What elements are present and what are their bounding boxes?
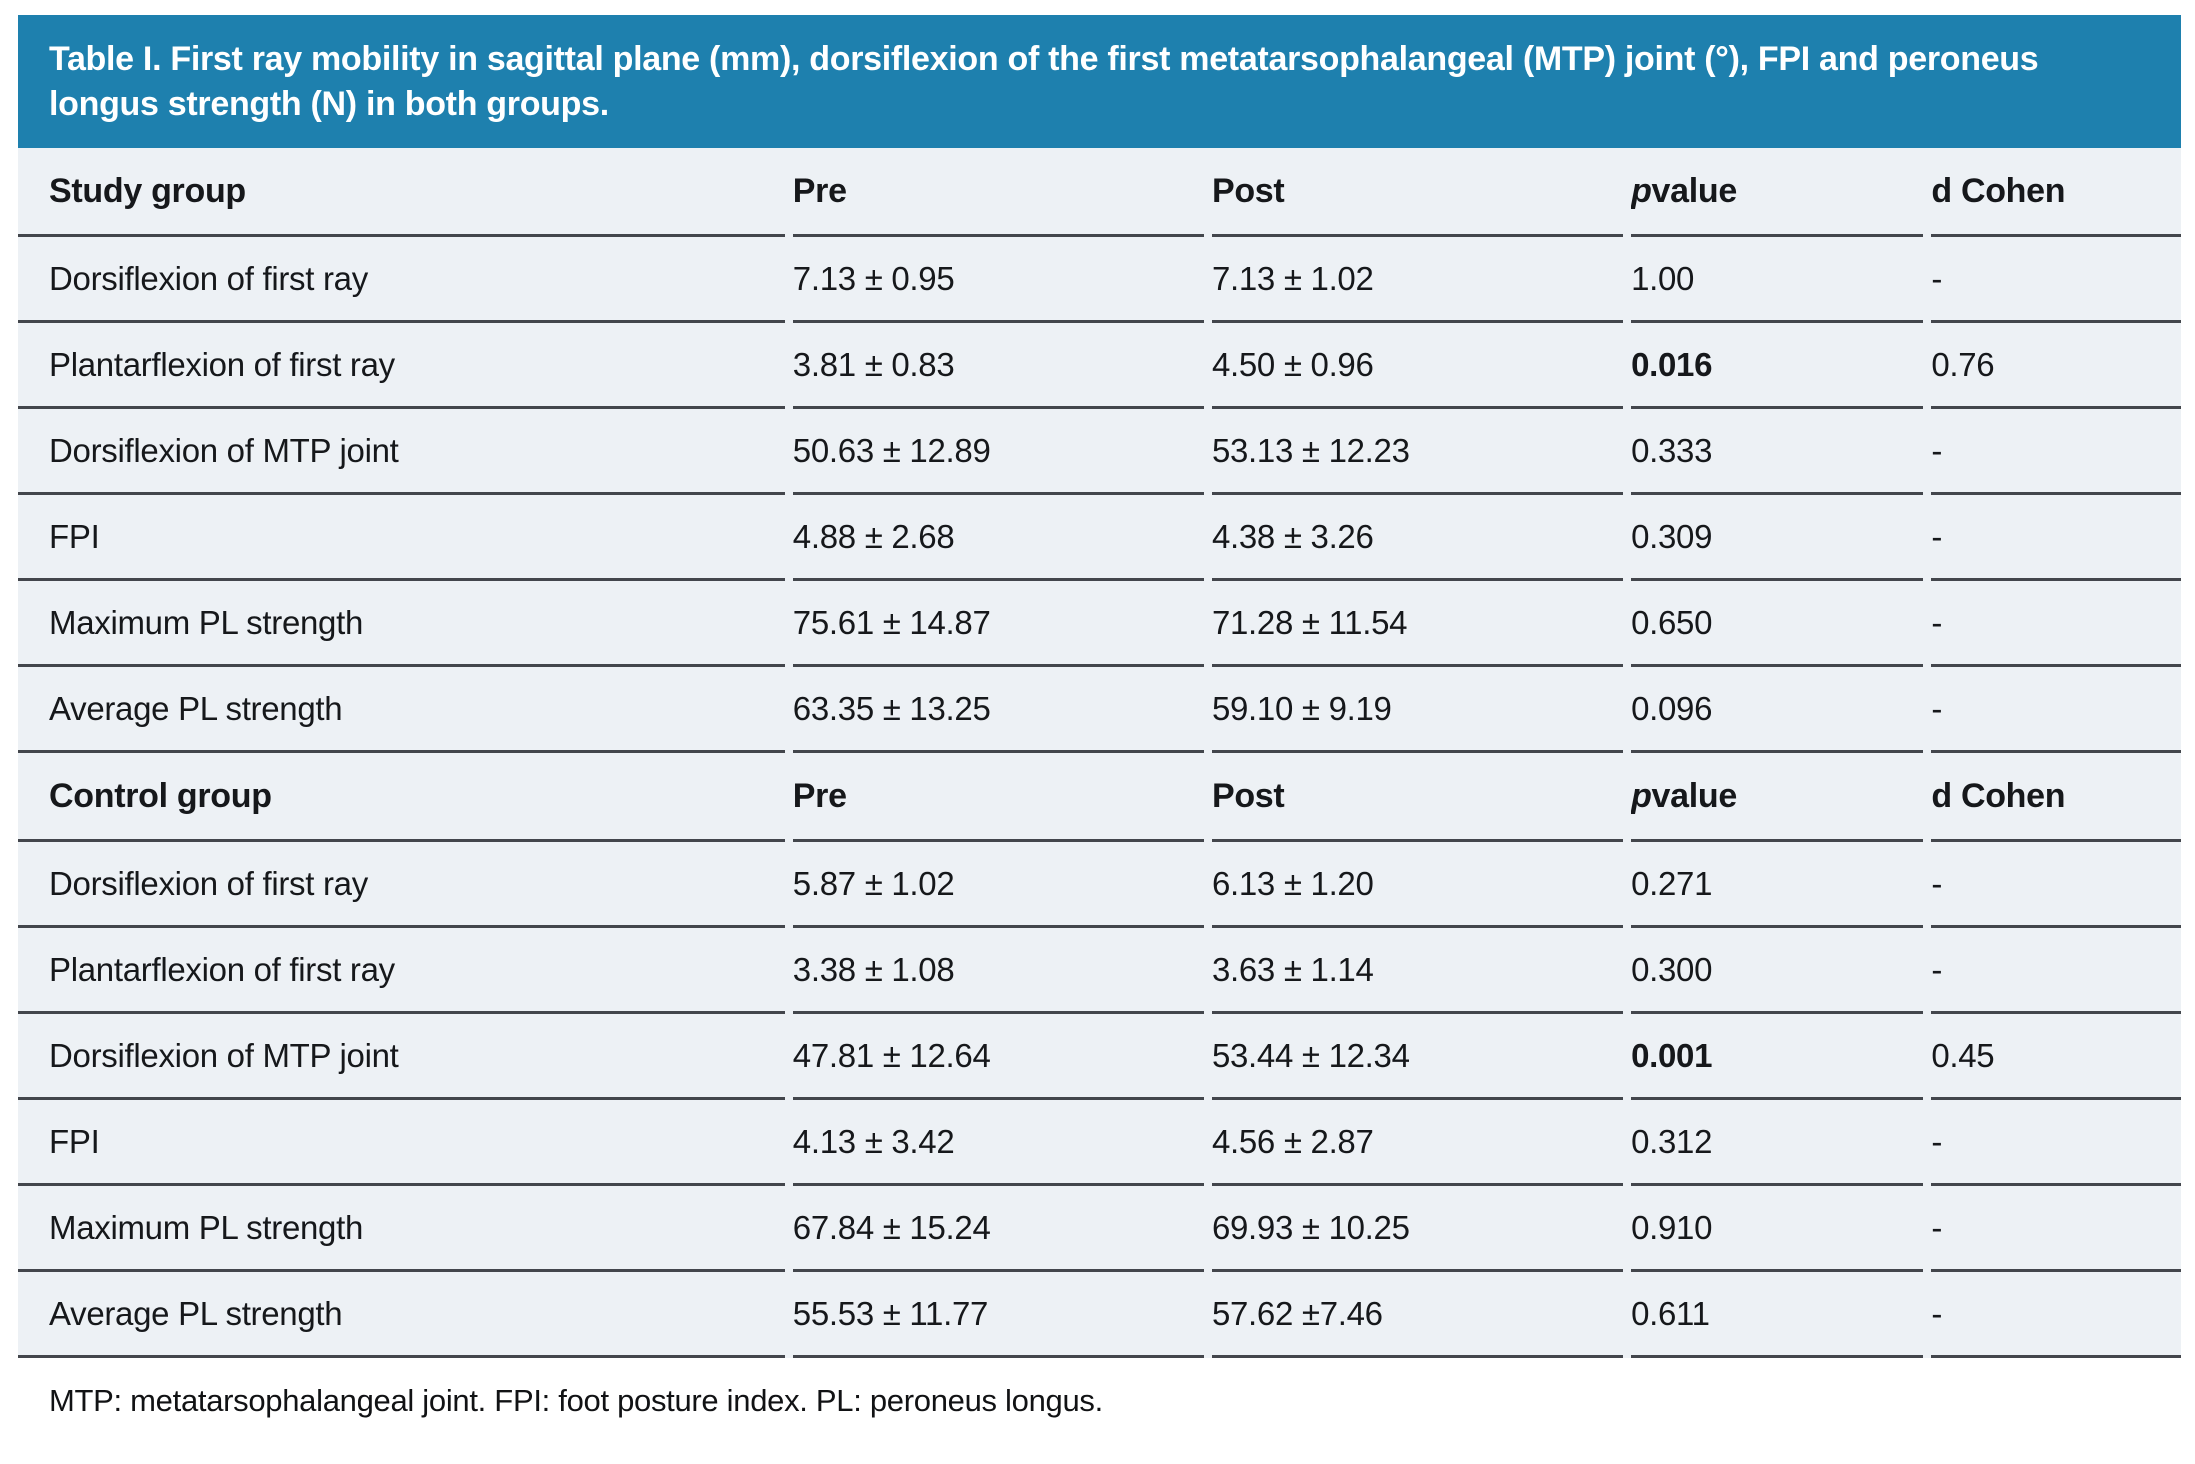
pre-value: 75.61 ± 14.87 [792, 581, 1204, 667]
pre-value: 4.13 ± 3.42 [792, 1100, 1204, 1186]
p-value: 0.611 [1631, 1272, 1924, 1358]
pre-value: 67.84 ± 15.24 [792, 1186, 1204, 1272]
post-value: 4.38 ± 3.26 [1211, 495, 1624, 581]
p-value: 0.016 [1631, 323, 1924, 409]
p-symbol: p [1631, 171, 1652, 210]
table-figure: Table I. First ray mobility in sagittal … [18, 15, 2181, 1419]
pre-value: 4.88 ± 2.68 [792, 495, 1204, 581]
p-value: 0.309 [1631, 495, 1924, 581]
row-label: Plantarflexion of first ray [18, 323, 785, 409]
d-cohen-value: - [1931, 495, 2181, 581]
table-row: Dorsiflexion of first ray 7.13 ± 0.95 7.13… [18, 237, 2181, 323]
pre-value: 55.53 ± 11.77 [792, 1272, 1204, 1358]
table-row: Average PL strength 55.53 ± 11.77 57.62 ±7… [18, 1272, 2181, 1358]
column-header-post: Post [1211, 753, 1624, 842]
post-value: 57.62 ±7.46 [1211, 1272, 1624, 1358]
table-row: FPI 4.88 ± 2.68 4.38 ± 3.26 0.309- [18, 495, 2181, 581]
post-value: 69.93 ± 10.25 [1211, 1186, 1624, 1272]
column-header-p-value: p value [1631, 148, 1924, 237]
d-cohen-value: - [1931, 928, 2181, 1014]
data-table: Study group Pre Post p value d Cohen Dorsifle… [18, 148, 2181, 1358]
pre-value: 63.35 ± 13.25 [792, 667, 1204, 753]
pre-value: 7.13 ± 0.95 [792, 237, 1204, 323]
post-value: 4.50 ± 0.96 [1211, 323, 1624, 409]
row-label: Dorsiflexion of first ray [18, 842, 785, 928]
table-row: Maximum PL strength 67.84 ± 15.24 69.93 ± … [18, 1186, 2181, 1272]
table-row: Plantarflexion of first ray 3.38 ± 1.08 3.… [18, 928, 2181, 1014]
table-row: Plantarflexion of first ray 3.81 ± 0.83 4.… [18, 323, 2181, 409]
p-value: 0.312 [1631, 1100, 1924, 1186]
p-value: 0.333 [1631, 409, 1924, 495]
p-value: 0.300 [1631, 928, 1924, 1014]
p-value: 0.271 [1631, 842, 1924, 928]
d-cohen-value: - [1931, 581, 2181, 667]
group-label: Control group [18, 753, 785, 842]
table-footnote: MTP: metatarsophalangeal joint. FPI: foo… [18, 1358, 2181, 1419]
pre-value: 3.38 ± 1.08 [792, 928, 1204, 1014]
group-label: Study group [18, 148, 785, 237]
row-label: Dorsiflexion of MTP joint [18, 1014, 785, 1100]
post-value: 6.13 ± 1.20 [1211, 842, 1624, 928]
d-cohen-value: - [1931, 1186, 2181, 1272]
p-value: 0.096 [1631, 667, 1924, 753]
row-label: FPI [18, 495, 785, 581]
table-row: Dorsiflexion of MTP joint 47.81 ± 12.64 53… [18, 1014, 2181, 1100]
column-header-p-value: p value [1631, 753, 1924, 842]
post-value: 7.13 ± 1.02 [1211, 237, 1624, 323]
table-title: Table I. First ray mobility in sagittal … [18, 15, 2181, 148]
group-header-row: Study group Pre Post p value d Cohen [18, 148, 2181, 237]
row-label: Maximum PL strength [18, 581, 785, 667]
row-label: Dorsiflexion of first ray [18, 237, 785, 323]
post-value: 59.10 ± 9.19 [1211, 667, 1624, 753]
row-label: Plantarflexion of first ray [18, 928, 785, 1014]
column-header-pre: Pre [792, 148, 1204, 237]
p-value: 0.910 [1631, 1186, 1924, 1272]
column-header-d-cohen: d Cohen [1931, 753, 2181, 842]
d-cohen-value: - [1931, 667, 2181, 753]
d-cohen-value: - [1931, 842, 2181, 928]
post-value: 71.28 ± 11.54 [1211, 581, 1624, 667]
row-label: Average PL strength [18, 1272, 785, 1358]
d-cohen-value: - [1931, 409, 2181, 495]
column-header-post: Post [1211, 148, 1624, 237]
p-value: 1.00 [1631, 237, 1924, 323]
row-label: FPI [18, 1100, 785, 1186]
d-cohen-value: - [1931, 1272, 2181, 1358]
p-value: 0.001 [1631, 1014, 1924, 1100]
group-header-row: Control group Pre Post p value d Cohen [18, 753, 2181, 842]
column-header-pre: Pre [792, 753, 1204, 842]
p-symbol: p [1631, 776, 1652, 815]
table-row: Dorsiflexion of MTP joint 50.63 ± 12.89 53… [18, 409, 2181, 495]
post-value: 53.44 ± 12.34 [1211, 1014, 1624, 1100]
pre-value: 50.63 ± 12.89 [792, 409, 1204, 495]
table-row: Maximum PL strength 75.61 ± 14.87 71.28 ± … [18, 581, 2181, 667]
table-row: Average PL strength 63.35 ± 13.25 59.10 ± … [18, 667, 2181, 753]
column-header-d-cohen: d Cohen [1931, 148, 2181, 237]
row-label: Dorsiflexion of MTP joint [18, 409, 785, 495]
table-row: FPI 4.13 ± 3.42 4.56 ± 2.87 0.312- [18, 1100, 2181, 1186]
pre-value: 3.81 ± 0.83 [792, 323, 1204, 409]
d-cohen-value: - [1931, 1100, 2181, 1186]
post-value: 4.56 ± 2.87 [1211, 1100, 1624, 1186]
row-label: Maximum PL strength [18, 1186, 785, 1272]
post-value: 53.13 ± 12.23 [1211, 409, 1624, 495]
d-cohen-value: 0.76 [1931, 323, 2181, 409]
d-cohen-value: 0.45 [1931, 1014, 2181, 1100]
d-cohen-value: - [1931, 237, 2181, 323]
pre-value: 5.87 ± 1.02 [792, 842, 1204, 928]
p-value: 0.650 [1631, 581, 1924, 667]
pre-value: 47.81 ± 12.64 [792, 1014, 1204, 1100]
post-value: 3.63 ± 1.14 [1211, 928, 1624, 1014]
row-label: Average PL strength [18, 667, 785, 753]
table-row: Dorsiflexion of first ray 5.87 ± 1.02 6.13… [18, 842, 2181, 928]
